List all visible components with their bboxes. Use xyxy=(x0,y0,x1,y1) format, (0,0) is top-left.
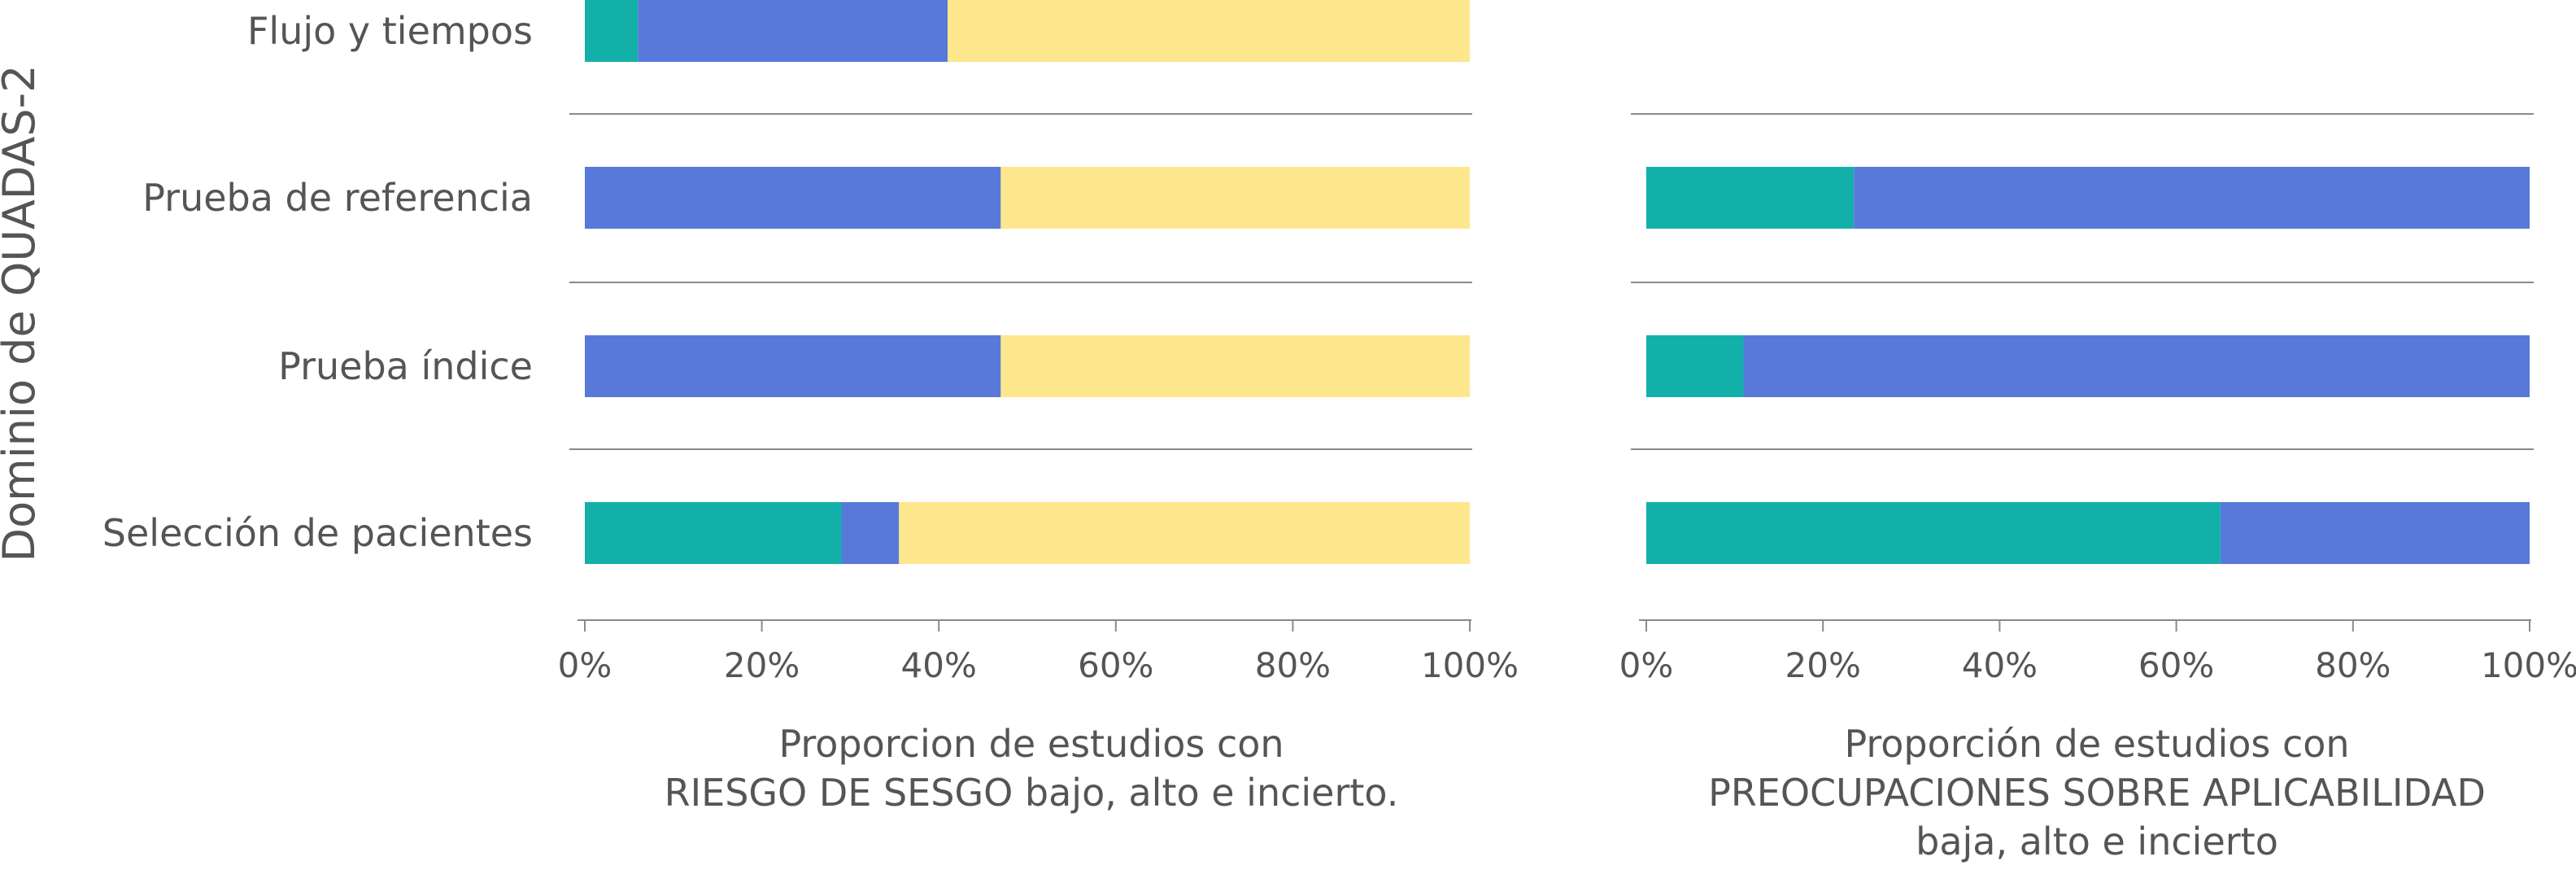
bar-segment xyxy=(585,167,1001,229)
bar-segment xyxy=(948,0,1470,62)
bar-segment xyxy=(841,502,900,564)
category-label: Prueba índice xyxy=(278,344,533,388)
bar-segment xyxy=(585,0,639,62)
x-tick-label: 80% xyxy=(1255,645,1331,685)
x-tick-label: 80% xyxy=(2315,645,2391,685)
x-tick-label: 20% xyxy=(1785,645,1861,685)
bar-segment xyxy=(1646,502,2221,564)
x-tick-label: 60% xyxy=(1078,645,1153,685)
category-label: Selección de pacientes xyxy=(102,511,533,555)
x-axis-title-line: Proporcion de estudios con xyxy=(778,722,1284,766)
bar-segment xyxy=(1854,167,2530,229)
y-axis-title: Dominio de QUADAS-2 xyxy=(0,65,45,562)
x-axis-title-line: PREOCUPACIONES SOBRE APLICABILIDAD xyxy=(1708,771,2486,815)
x-tick-label: 40% xyxy=(1962,645,2038,685)
x-tick-label: 0% xyxy=(558,645,612,685)
bar-segment xyxy=(1646,335,1744,397)
bar-segment xyxy=(899,502,1470,564)
bar-segment xyxy=(585,335,1001,397)
x-axis-title-line: baja, alto e incierto xyxy=(1916,820,2278,863)
category-label: Flujo y tiempos xyxy=(247,9,533,53)
x-tick-label: 100% xyxy=(2481,645,2576,685)
bar-segment xyxy=(2220,502,2530,564)
bar-segment xyxy=(1000,167,1470,229)
bar-segment xyxy=(585,502,842,564)
x-tick-label: 20% xyxy=(724,645,800,685)
x-tick-label: 100% xyxy=(1421,645,1519,685)
x-tick-label: 40% xyxy=(901,645,977,685)
x-tick-label: 60% xyxy=(2138,645,2214,685)
bar-segment xyxy=(638,0,948,62)
x-axis-title-line: Proporción de estudios con xyxy=(1844,722,2349,766)
x-tick-label: 0% xyxy=(1619,645,1674,685)
bar-segment xyxy=(1743,335,2530,397)
bar-segment xyxy=(1000,335,1470,397)
bar-segment xyxy=(1646,167,1855,229)
category-label: Prueba de referencia xyxy=(142,176,533,220)
x-axis-title-line: RIESGO DE SESGO bajo, alto e incierto. xyxy=(665,771,1399,815)
